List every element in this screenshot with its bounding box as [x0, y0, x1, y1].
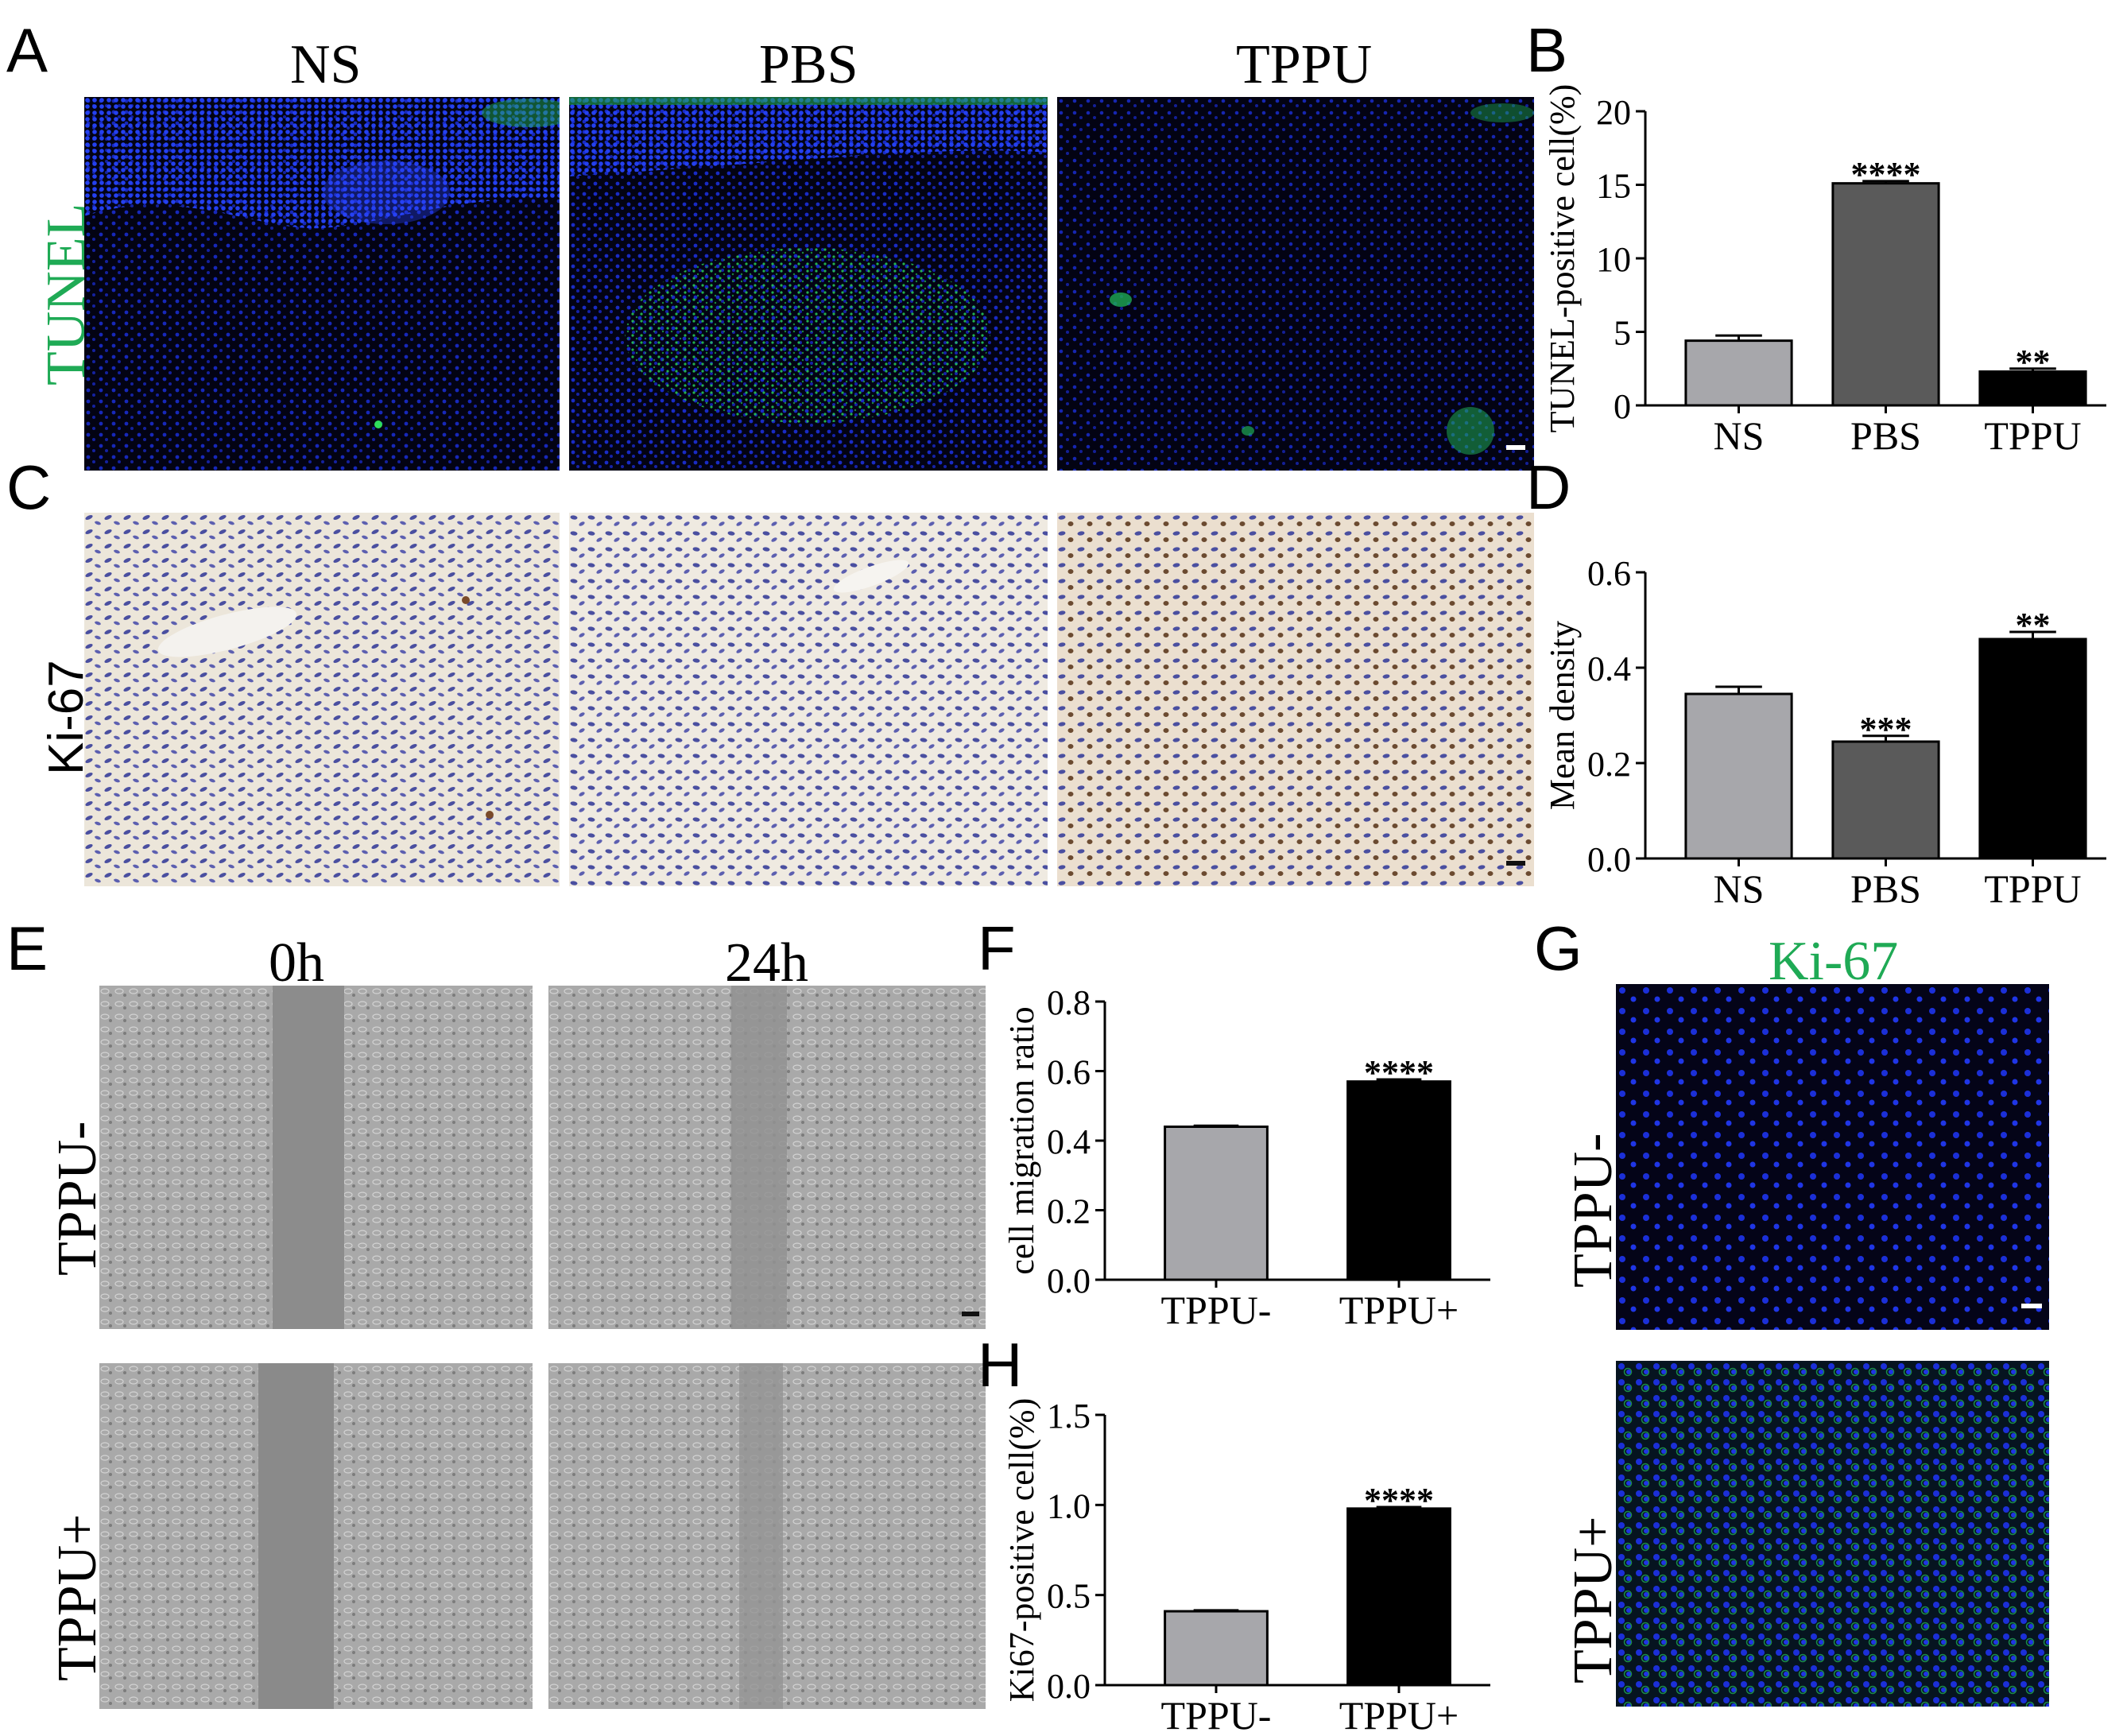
x-tick-label: TPPU: [1984, 866, 2081, 911]
panel-letter-f: F: [978, 913, 1016, 983]
significance-label: ****: [1851, 155, 1921, 194]
x-tick-label: NS: [1714, 413, 1765, 458]
tunel-image-ns: [84, 97, 560, 471]
ki67-ihc-image-pbs: [569, 513, 1048, 886]
ki67-ihc-image-ns: [84, 513, 560, 886]
bar: [1346, 1080, 1451, 1281]
y-tick-label: 0.2: [1587, 745, 1631, 784]
column-label-pbs: PBS: [759, 34, 858, 95]
significance-label: ***: [1860, 710, 1912, 749]
significance-label: **: [2016, 343, 2051, 382]
y-tick-label: 0: [1614, 387, 1631, 426]
y-tick-label: 0.0: [1047, 1667, 1091, 1706]
x-tick-label: TPPU+: [1339, 1693, 1459, 1736]
ki67-fluorescence-tppu-plus: [1616, 1361, 2049, 1707]
column-label-0h: 0h: [269, 932, 324, 994]
significance-label: ****: [1364, 1481, 1434, 1520]
y-tick-label: 0.0: [1047, 1261, 1091, 1300]
panel-letter-c: C: [6, 452, 52, 522]
x-tick-label: TPPU-: [1161, 1693, 1272, 1736]
bar: [1346, 1507, 1451, 1687]
bar: [1831, 740, 1940, 860]
y-tick-label: 0.4: [1587, 649, 1631, 688]
column-label-ns: NS: [290, 34, 362, 95]
wound-image-tppu-plus-24h: [548, 1363, 986, 1709]
y-tick-label: 0.8: [1047, 983, 1091, 1022]
scale-bar: [2021, 1304, 2042, 1308]
panel-g-title: Ki-67: [1769, 931, 1899, 992]
significance-label: **: [2016, 606, 2051, 645]
bar: [1684, 339, 1793, 407]
ki67-ihc-image-tppu: [1057, 513, 1534, 886]
y-tick-label: 1.5: [1047, 1397, 1091, 1436]
x-tick-label: TPPU+: [1339, 1288, 1459, 1332]
significance-label: ****: [1364, 1053, 1434, 1092]
x-tick-label: PBS: [1850, 866, 1921, 911]
y-axis-label: Mean density: [1543, 621, 1582, 810]
ki67-fluorescence-tppu-minus: [1616, 984, 2049, 1330]
tunel-image-pbs: [569, 97, 1048, 471]
panel-letter-a: A: [6, 15, 48, 85]
x-tick-label: TPPU-: [1161, 1288, 1272, 1332]
wound-image-tppu-minus-24h: [548, 986, 986, 1329]
bar: [1978, 637, 2087, 860]
y-tick-label: 15: [1596, 167, 1631, 206]
y-axis-label: TUNEL-positive cell(%): [1543, 84, 1582, 433]
x-tick-label: NS: [1714, 866, 1765, 911]
y-tick-label: 0.5: [1047, 1577, 1091, 1616]
panel-letter-h: H: [978, 1330, 1023, 1400]
bar: [1684, 692, 1793, 860]
x-tick-label: TPPU: [1984, 413, 2081, 458]
x-tick-label: PBS: [1850, 413, 1921, 458]
wound-image-tppu-plus-0h: [99, 1363, 533, 1709]
wound-image-tppu-minus-0h: [99, 986, 533, 1329]
bar: [1164, 1126, 1269, 1281]
y-tick-label: 20: [1596, 93, 1631, 132]
panel-letter-d: D: [1526, 452, 1571, 522]
y-tick-label: 0.6: [1047, 1053, 1091, 1092]
bar: [1164, 1610, 1269, 1687]
tunel-bar-chart: 0 5 10 15 20 TUNEL-positive cell(%) NS **** PBS *…: [1543, 84, 2106, 458]
scale-bar: [1506, 861, 1525, 866]
scale-bar: [962, 1312, 979, 1316]
panel-letter-g: G: [1534, 913, 1583, 983]
y-tick-label: 0.4: [1047, 1122, 1091, 1161]
y-tick-label: 0.0: [1587, 840, 1631, 879]
panel-letter-e: E: [6, 913, 48, 983]
y-tick-label: 5: [1614, 314, 1631, 353]
panel-letter-b: B: [1526, 15, 1568, 85]
bar: [1831, 182, 1940, 407]
y-tick-label: 10: [1596, 240, 1631, 279]
y-axis-label: Ki67-positive cell(%): [1002, 1398, 1041, 1702]
column-label-24h: 24h: [725, 932, 808, 994]
y-tick-label: 0.2: [1047, 1192, 1091, 1231]
y-tick-label: 0.6: [1587, 554, 1631, 593]
tunel-image-tppu: [1057, 97, 1534, 471]
y-axis-label: cell migration ratio: [1002, 1006, 1041, 1274]
column-label-tppu: TPPU: [1236, 34, 1373, 95]
scale-bar: [1506, 445, 1525, 450]
bar: [1978, 370, 2087, 407]
y-tick-label: 1.0: [1047, 1486, 1091, 1525]
